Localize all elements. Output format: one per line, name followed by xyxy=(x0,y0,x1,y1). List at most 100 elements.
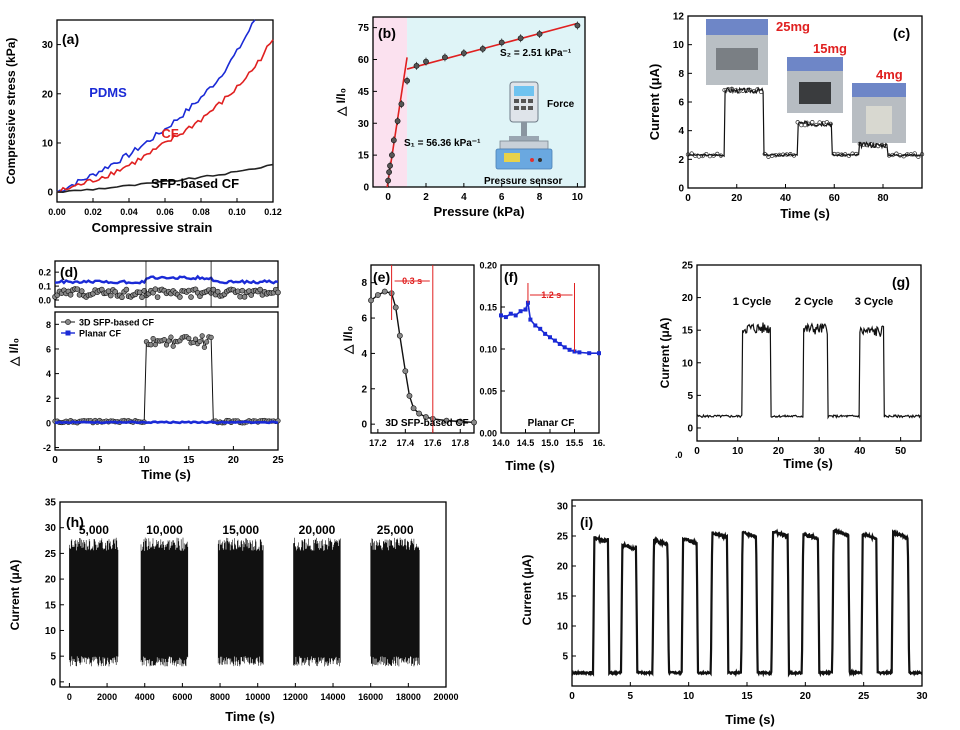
panel-a: 0.00 0.02 0.04 0.06 0.08 0.10 0.12 0 10 20 30 PDMS C… xyxy=(4,19,282,235)
trace-marker xyxy=(457,418,464,425)
trace-marker xyxy=(528,317,533,322)
x-tick-label: 4000 xyxy=(135,692,155,702)
x-tick-label: 0.12 xyxy=(264,207,282,217)
sfp-marker xyxy=(186,335,192,341)
y-tick-label: 6 xyxy=(46,344,51,354)
x-tick-label: 0 xyxy=(385,192,391,203)
cycle-label-1: 1 Cycle xyxy=(733,296,772,308)
data-point xyxy=(423,58,429,65)
mass-label-4mg: 4mg xyxy=(876,67,903,82)
y-tick-label: 35 xyxy=(45,498,57,509)
sfp-marker xyxy=(204,339,210,345)
series-line-sfp-based-cf xyxy=(56,163,274,194)
y-tick-label: 20 xyxy=(42,89,54,100)
y-tick-label: 15 xyxy=(557,592,569,603)
x-tick-label: 20 xyxy=(800,691,812,702)
x-tick-label: 20000 xyxy=(433,692,458,702)
panel-i: 0 5 10 15 20 25 30 5 10 15 20 25 30 Time (s) Current (… xyxy=(520,499,928,727)
trace-marker xyxy=(824,120,830,125)
sfp-marker-top xyxy=(107,292,114,299)
trace-marker xyxy=(523,307,528,312)
panel-g: 0 10 20 30 40 50 0 5 10 15 20 25 1 Cycle 2 Cycle 3 Cyc… xyxy=(658,261,922,471)
sfp-marker xyxy=(208,334,214,340)
series-line-cf xyxy=(56,39,274,193)
x-tick-label: 16. xyxy=(593,438,606,448)
trace-marker xyxy=(503,315,508,320)
cycle-block-5 xyxy=(370,537,420,667)
y-tick-label: 0 xyxy=(46,418,51,428)
trace-marker xyxy=(795,120,800,125)
cycle-count-label: 25,000 xyxy=(377,523,414,537)
x-tick-label: 8000 xyxy=(210,692,230,702)
legend-pdms: PDMS xyxy=(89,85,127,100)
legend-sfp-cf: SFP-based CF xyxy=(151,176,239,191)
trace-marker xyxy=(718,153,724,158)
trace-marker xyxy=(548,335,552,340)
panel-b: 0 2 4 6 8 10 0 15 30 45 60 75 S₂ = 2.51 kPa⁻¹ S₁ = 56… xyxy=(334,16,586,219)
sample-label: 3D SFP-based CF xyxy=(385,418,468,429)
trace-marker xyxy=(416,410,422,417)
y-axis-label: △ I/I₀ xyxy=(334,88,348,117)
x-tick-label: 40 xyxy=(854,446,866,457)
x-tick-label: 20 xyxy=(731,193,743,204)
x-tick-label: 0.02 xyxy=(84,207,102,217)
trace-marker xyxy=(689,151,694,156)
data-point xyxy=(394,118,401,125)
sample-photo-15mg xyxy=(787,57,843,113)
trace-marker xyxy=(443,417,450,424)
data-point xyxy=(398,101,405,108)
y-tick-label: 0.2 xyxy=(38,268,51,278)
x-tick-label: 17.2 xyxy=(369,438,387,448)
cycle-block-1 xyxy=(69,537,119,667)
trace-marker xyxy=(567,347,572,352)
x-tick-label: 14000 xyxy=(321,692,346,702)
series-line-pdms xyxy=(56,19,256,193)
trace-marker xyxy=(854,151,859,157)
y-tick-label: 15 xyxy=(358,151,370,162)
y-tick-label: 0.05 xyxy=(479,387,497,397)
legend-marker-sfp xyxy=(65,319,71,325)
x-tick-label: 0.04 xyxy=(120,207,138,217)
y-tick-label: 12 xyxy=(673,12,685,23)
panel-label: (g) xyxy=(892,274,910,290)
y-tick-label: 10 xyxy=(673,40,685,51)
slope-s1-label: S₁ = 56.36 kPa⁻¹ xyxy=(404,138,481,149)
x-tick-label: 60 xyxy=(829,193,841,204)
trace-marker xyxy=(518,309,523,314)
y-tick-label: 6 xyxy=(361,314,367,325)
axis-label: Time (s) xyxy=(505,458,555,473)
cycle-count-label: 10,000 xyxy=(146,523,183,537)
response-trace xyxy=(370,290,475,424)
x-tick-label: 10 xyxy=(683,691,695,702)
sfp-marker-top xyxy=(188,294,194,300)
trace-marker xyxy=(912,151,917,156)
x-tick-label: 17.4 xyxy=(397,438,415,448)
trace-marker xyxy=(552,338,557,343)
x-tick-label: 0 xyxy=(685,193,691,204)
y-tick-label: 0.00 xyxy=(479,429,497,439)
x-tick-label: 2000 xyxy=(97,692,117,702)
panel-h: 0 2000 4000 6000 8000 10000 12000 14000 16000 180… xyxy=(8,498,459,725)
pressure-sensor-illustration xyxy=(495,81,553,170)
mass-label-15mg: 15mg xyxy=(813,41,847,56)
x-tick-label: 14.0 xyxy=(492,438,510,448)
y-tick-label: 8 xyxy=(361,278,367,289)
sample-photo-25mg xyxy=(706,19,768,85)
x-tick-label: 50 xyxy=(895,446,907,457)
plot-frame xyxy=(372,16,586,188)
x-tick-label: 6 xyxy=(499,192,505,203)
x-tick-label: 16000 xyxy=(358,692,383,702)
x-tick-label: 80 xyxy=(877,193,889,204)
x-tick-label: 17.8 xyxy=(452,438,470,448)
trace-marker xyxy=(368,297,374,304)
sfp-marker xyxy=(192,336,199,342)
x-tick-label: 0.06 xyxy=(156,207,174,217)
cycle-count-label: 20,000 xyxy=(299,523,336,537)
sfp-marker-top xyxy=(123,286,130,293)
y-tick-label: 0 xyxy=(678,184,684,195)
x-tick-label: 15.0 xyxy=(541,438,559,448)
trace-marker xyxy=(901,154,906,159)
y-tick-label: 25 xyxy=(557,532,569,543)
axis-label: Time (s) xyxy=(225,709,275,724)
